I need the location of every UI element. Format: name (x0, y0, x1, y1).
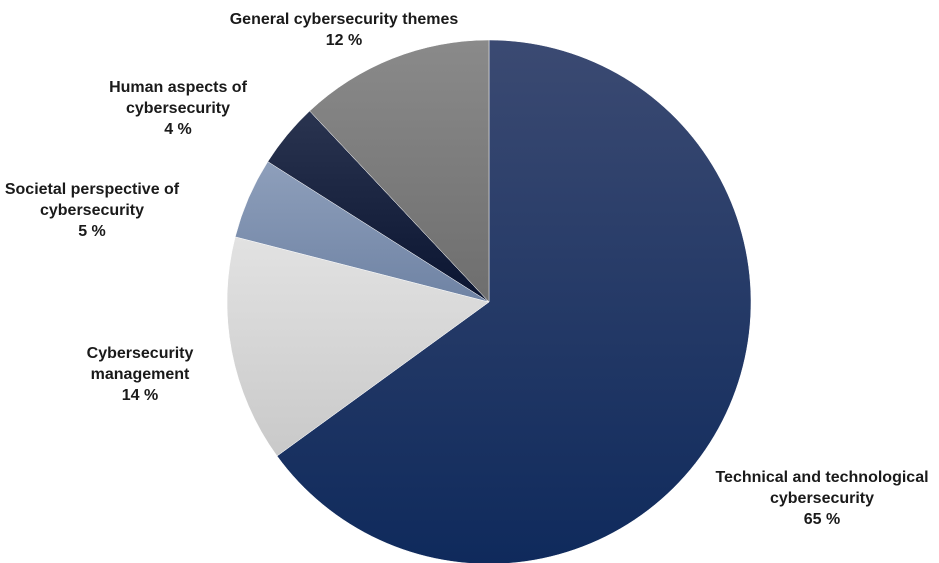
slice-category-label: cybersecurity (126, 100, 230, 117)
pie-slice (309, 39, 490, 303)
slice-label: Human aspects of cybersecurity 4 % (109, 79, 247, 138)
slice-category-label: Cybersecurity (87, 345, 194, 362)
slice-category-label: Technical and technological (715, 469, 928, 486)
slice-value-label: 5 % (78, 223, 106, 240)
slice-value-label: 4 % (164, 121, 192, 138)
slice-category-label: cybersecurity (40, 202, 144, 219)
slice-category-label: management (91, 366, 190, 383)
slice-category-label: Societal perspective of (5, 181, 180, 198)
pie-labels: Technical and technological cybersecurity… (5, 11, 929, 528)
slice-category-label: Human aspects of (109, 79, 247, 96)
slice-value-label: 65 % (804, 511, 840, 528)
slice-value-label: 14 % (122, 387, 158, 404)
pie-slice (276, 39, 752, 563)
slice-label: Cybersecurity management 14 % (87, 345, 194, 404)
slice-value-label: 12 % (326, 32, 362, 49)
pie-slice (226, 236, 490, 457)
slice-category-label: General cybersecurity themes (230, 11, 459, 28)
pie-slices (226, 39, 752, 563)
slice-category-label: cybersecurity (770, 490, 874, 507)
slice-label: General cybersecurity themes 12 % (230, 11, 459, 49)
slice-label: Societal perspective of cybersecurity 5 % (5, 181, 180, 240)
slice-label: Technical and technological cybersecurity… (715, 469, 928, 528)
